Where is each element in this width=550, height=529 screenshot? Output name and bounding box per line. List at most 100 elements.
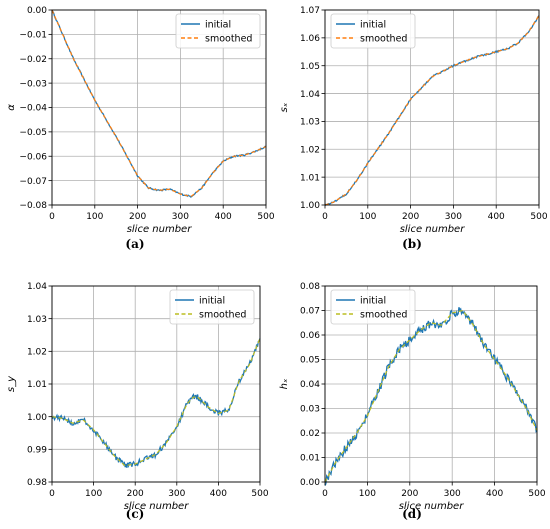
ytick-label-1: 0.99 (27, 446, 47, 456)
ytick-label-4: −0.04 (19, 104, 47, 114)
ytick-label-2: 1.02 (300, 145, 320, 155)
caption-b: (b) (402, 237, 422, 251)
caption-c: (c) (125, 507, 145, 521)
ytick-label-3: 1.03 (300, 118, 320, 128)
ytick-label-3: 0.03 (300, 405, 320, 415)
legend-label-smoothed: smoothed (360, 309, 407, 320)
xtick-label-5: 500 (528, 489, 545, 499)
series-smoothed (324, 15, 540, 206)
xtick-label-4: 400 (486, 489, 503, 499)
xtick-label-3: 300 (168, 489, 185, 499)
caption-a: (a) (125, 237, 145, 251)
ytick-label-0: 0.98 (27, 478, 47, 488)
x-axis-label: slice number (399, 501, 465, 512)
ytick-label-5: −0.05 (19, 128, 47, 138)
xtick-label-4: 400 (210, 489, 227, 499)
legend-label-smoothed: smoothed (360, 33, 407, 44)
series-initial (51, 338, 261, 469)
ytick-label-6: 0.06 (300, 331, 320, 341)
y-axis-label: s_y (6, 375, 17, 392)
y-axis-label: sₓ (279, 102, 290, 112)
legend-label-initial: initial (360, 295, 386, 306)
ytick-label-5: 1.03 (27, 315, 47, 325)
xtick-label-5: 500 (251, 489, 268, 499)
xtick-label-3: 300 (172, 212, 189, 222)
legend-box (169, 289, 255, 325)
xtick-label-0: 0 (49, 212, 55, 222)
ytick-label-3: 1.01 (27, 380, 47, 390)
y-axis-label: α (6, 104, 17, 111)
ytick-label-1: −0.01 (19, 31, 47, 41)
x-axis-label: slice number (127, 224, 193, 235)
ytick-label-1: 1.01 (300, 173, 320, 183)
legend: initial smoothed (169, 289, 255, 325)
xtick-label-0: 0 (322, 489, 328, 499)
series-smoothed (324, 309, 538, 483)
panel-c: 0 100 200 300 400 500 0.98 0.99 1.00 1.01 1.02 1.03… (0, 270, 275, 529)
x-axis-label: slice number (124, 501, 190, 512)
xtick-label-0: 0 (49, 489, 55, 499)
panel-b: 0 100 200 300 400 500 1.00 1.01 1.02 1.03 1.04 1.05… (275, 0, 550, 264)
chart-a: 0 100 200 300 400 500 0.00 −0.01 −0.02 −0.03 −0.04… (6, 6, 275, 235)
legend-label-initial: initial (360, 19, 386, 30)
ytick-label-6: 1.06 (300, 34, 320, 44)
xtick-label-1: 100 (85, 489, 102, 499)
xtick-label-2: 200 (401, 489, 418, 499)
xtick-label-1: 100 (359, 489, 376, 499)
series-smoothed (51, 338, 261, 467)
ytick-label-5: 1.05 (300, 62, 320, 72)
xtick-label-3: 300 (444, 489, 461, 499)
xtick-label-2: 200 (402, 212, 419, 222)
ytick-label-7: −0.07 (19, 177, 47, 187)
panel-a: 0 100 200 300 400 500 0.00 −0.01 −0.02 −0.03 −0.04… (0, 0, 275, 264)
legend-label-smoothed: smoothed (205, 33, 252, 44)
ytick-label-4: 1.02 (27, 348, 47, 358)
chart-c: 0 100 200 300 400 500 0.98 0.99 1.00 1.01 1.02 1.03… (6, 282, 269, 512)
ytick-label-0: 1.00 (300, 201, 320, 211)
ytick-label-8: −0.08 (19, 201, 47, 211)
ytick-label-2: −0.02 (19, 55, 47, 65)
ytick-label-2: 1.00 (27, 413, 47, 423)
xtick-label-3: 300 (445, 212, 462, 222)
xtick-label-2: 200 (129, 212, 146, 222)
legend-label-initial: initial (205, 19, 231, 30)
legend: initial smoothed (330, 13, 416, 49)
legend: initial smoothed (330, 289, 416, 325)
ytick-label-4: 1.04 (300, 90, 320, 100)
ytick-label-2: 0.02 (300, 429, 320, 439)
caption-d: (d) (402, 507, 422, 521)
ytick-label-6: 1.04 (27, 282, 47, 292)
ytick-label-7: 0.07 (300, 307, 320, 317)
panel-d: 0 100 200 300 400 500 0.00 0.01 0.02 0.03 0.04 0.05… (275, 270, 550, 529)
legend-box (330, 13, 416, 49)
ytick-label-0: 0.00 (27, 6, 47, 16)
ytick-label-0: 0.00 (300, 478, 320, 488)
xtick-label-1: 100 (359, 212, 376, 222)
ytick-label-8: 0.08 (300, 282, 320, 292)
legend: initial smoothed (175, 13, 261, 49)
xtick-label-4: 400 (488, 212, 505, 222)
xtick-label-5: 500 (257, 212, 274, 222)
ytick-label-3: −0.03 (19, 79, 47, 89)
series-initial (324, 307, 538, 486)
axes-frame (324, 9, 540, 206)
xtick-label-1: 100 (86, 212, 103, 222)
ytick-label-1: 0.01 (300, 454, 320, 464)
xtick-label-2: 200 (127, 489, 144, 499)
ytick-label-4: 0.04 (300, 380, 320, 390)
xtick-label-5: 500 (530, 212, 547, 222)
chart-d: 0 100 200 300 400 500 0.00 0.01 0.02 0.03 0.04 0.05… (279, 282, 546, 512)
chart-b: 0 100 200 300 400 500 1.00 1.01 1.02 1.03 1.04 1.05… (279, 6, 548, 235)
xtick-label-4: 400 (215, 212, 232, 222)
xtick-label-0: 0 (322, 212, 328, 222)
legend-label-smoothed: smoothed (199, 309, 246, 320)
legend-box (175, 13, 261, 49)
legend-box (330, 289, 416, 325)
ytick-label-5: 0.05 (300, 356, 320, 366)
x-axis-label: slice number (400, 224, 466, 235)
ytick-label-6: −0.06 (19, 152, 47, 162)
y-axis-label: hₓ (279, 378, 290, 389)
legend-label-initial: initial (199, 295, 225, 306)
ytick-label-7: 1.07 (300, 6, 320, 16)
